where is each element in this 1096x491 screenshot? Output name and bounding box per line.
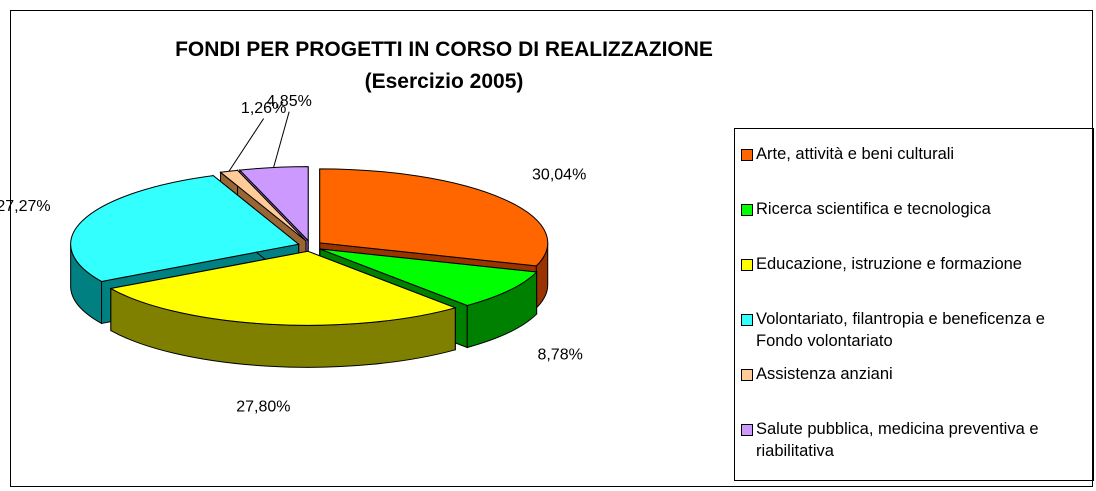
- legend-swatch: [741, 424, 753, 436]
- slice-top: [319, 168, 549, 267]
- leader-line: [273, 111, 290, 168]
- data-label: 4,85%: [266, 93, 311, 110]
- legend: Arte, attività e beni culturali Ricerca s…: [734, 128, 1094, 481]
- legend-item: Assistenza anziani: [741, 363, 1093, 418]
- legend-label: Volontariato, filantropia e beneficenza …: [756, 310, 1045, 350]
- slice-top: [109, 250, 457, 326]
- legend-swatch: [741, 314, 753, 326]
- legend-swatch: [741, 369, 753, 381]
- data-label: 30,04%: [532, 166, 586, 183]
- data-label: 27,27%: [0, 198, 51, 215]
- data-label: 1,26%: [241, 100, 286, 117]
- legend-item: Volontariato, filantropia e beneficenza …: [741, 308, 1093, 363]
- leader-line: [228, 118, 265, 172]
- legend-item: Arte, attività e beni culturali: [741, 143, 1093, 198]
- legend-item: Educazione, istruzione e formazione: [741, 253, 1093, 308]
- legend-swatch: [741, 259, 753, 271]
- slice: [109, 250, 457, 368]
- legend-label: Educazione, istruzione e formazione: [756, 255, 1022, 273]
- data-label: 27,80%: [236, 398, 290, 415]
- slice-top: [319, 248, 538, 307]
- legend-item: Salute pubblica, medicina preventiva e r…: [741, 418, 1093, 473]
- legend-swatch: [741, 149, 753, 161]
- data-label: 8,78%: [537, 347, 582, 364]
- chart-subtitle: (Esercizio 2005): [365, 70, 524, 93]
- legend-label: Salute pubblica, medicina preventiva e r…: [756, 420, 1039, 460]
- legend-swatch: [741, 204, 753, 216]
- legend-label: Arte, attività e beni culturali: [756, 145, 955, 163]
- legend-label: Ricerca scientifica e tecnologica: [756, 200, 991, 218]
- chart-title: FONDI PER PROGETTI IN CORSO DI REALIZZAZ…: [175, 38, 713, 61]
- slice-top: [70, 175, 300, 282]
- chart-frame: [10, 10, 1093, 487]
- slice-top: [219, 169, 307, 242]
- legend-label: Assistenza anziani: [756, 365, 893, 383]
- legend-item: Ricerca scientifica e tecnologica: [741, 198, 1093, 253]
